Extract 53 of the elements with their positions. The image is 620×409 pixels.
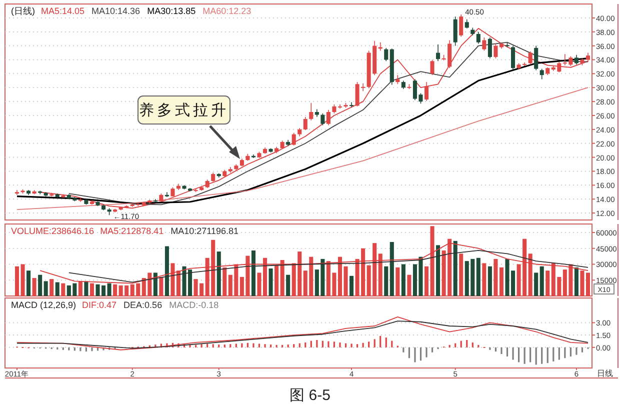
bar: [424, 266, 429, 296]
text: MA5:14.05: [41, 6, 85, 16]
text: MACD:-0.18: [169, 300, 219, 310]
bar: [26, 270, 31, 296]
bar: [44, 281, 48, 296]
bar: [396, 267, 400, 296]
bar: [55, 282, 60, 296]
bar: [268, 268, 273, 296]
bar: [350, 276, 354, 296]
bar: [540, 266, 544, 296]
text: MA10:14.36: [92, 6, 140, 16]
chart-title: VOLUME:238646.16: [11, 226, 94, 236]
bar: [407, 274, 412, 296]
annotation: 养多式拉升: [139, 102, 229, 119]
bar: [216, 252, 221, 296]
bar: [436, 245, 440, 296]
bar: [546, 270, 550, 296]
bar: [499, 267, 504, 296]
bar: [390, 242, 394, 296]
bar: [384, 266, 388, 296]
text: MA30:13.85: [147, 6, 196, 16]
bar: [164, 246, 169, 296]
bar: [38, 274, 42, 296]
text: MA10:271196.81: [170, 226, 239, 236]
bar: [153, 272, 158, 296]
text: DEA:0.56: [124, 300, 162, 310]
line-series: [16, 320, 588, 349]
bar: [84, 281, 88, 296]
bar: [476, 258, 480, 296]
text: MA60:12.23: [202, 6, 252, 16]
caption: 图 6-5: [290, 387, 330, 404]
bar: [459, 254, 464, 296]
bar: [107, 283, 112, 296]
line-series: [68, 250, 588, 283]
line-series: [16, 316, 588, 350]
text: 日线: [597, 369, 613, 378]
bar: [50, 279, 54, 296]
bar: [401, 264, 406, 296]
text: MA5:212878.41: [100, 226, 164, 236]
bar: [286, 274, 290, 296]
text: DIF:0.47: [82, 300, 117, 310]
bar: [32, 278, 36, 296]
chart-title: MACD (12,26,9): [11, 300, 76, 310]
bar: [61, 283, 66, 296]
bar: [482, 263, 486, 296]
bar: [574, 267, 578, 296]
bar: [453, 240, 458, 296]
chart-title: (日线): [11, 6, 35, 16]
bar: [488, 266, 492, 296]
bar: [251, 250, 256, 296]
bar: [534, 272, 538, 296]
bar: [494, 258, 498, 296]
line-series: [16, 87, 588, 210]
